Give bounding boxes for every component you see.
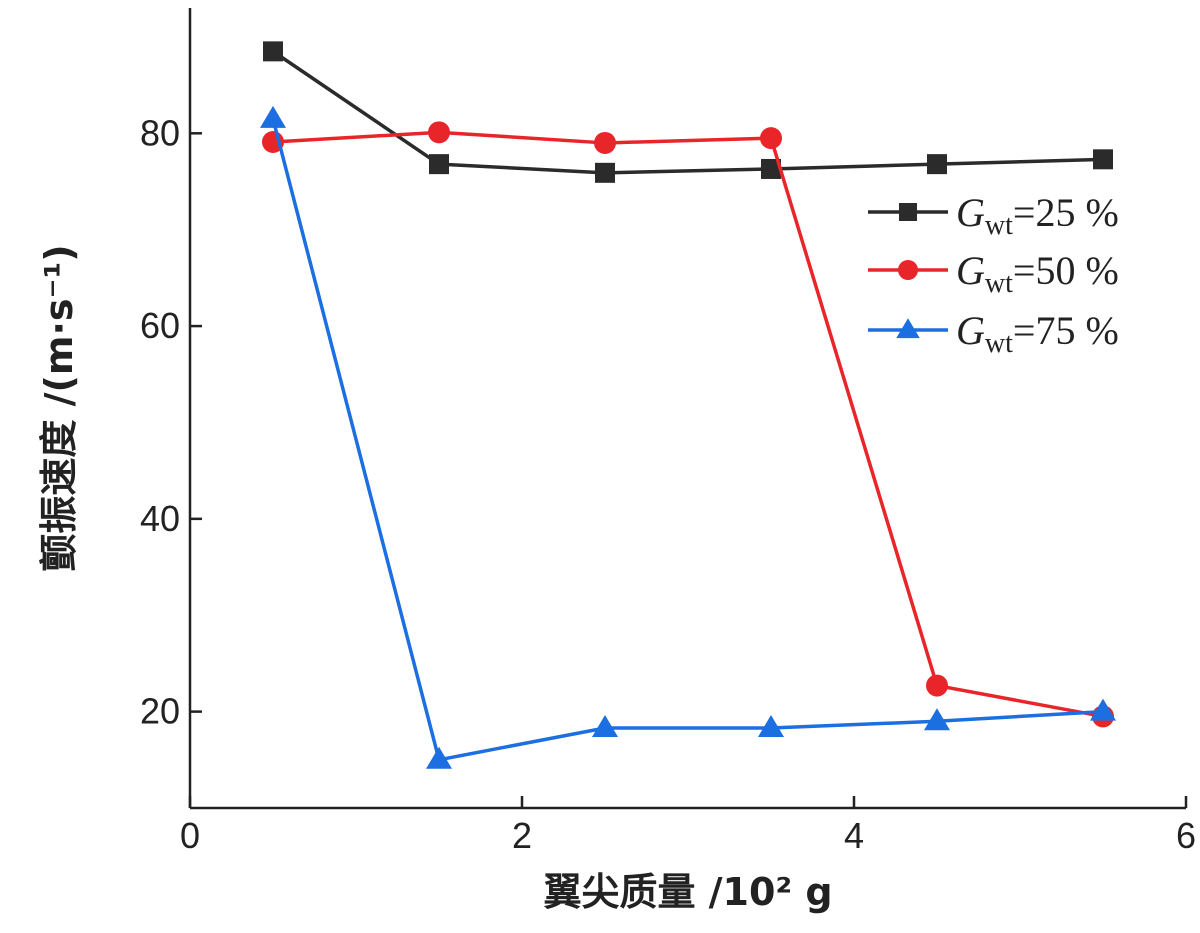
x-tick-label: 0: [180, 815, 200, 856]
legend-label: Gwt=25 %: [956, 190, 1119, 241]
legend-label: Gwt=50 %: [956, 248, 1119, 299]
x-tick-label: 4: [844, 815, 864, 856]
data-point: [1090, 698, 1116, 721]
legend-item-2: Gwt=50 %: [868, 248, 1119, 299]
y-tick-label: 40: [140, 498, 180, 539]
data-point: [595, 162, 615, 183]
legend-label: Gwt=75 %: [956, 308, 1119, 359]
x-axis-label: 翼尖质量 /10² g: [543, 870, 832, 914]
x-tick-label: 6: [1176, 815, 1196, 856]
x-ticks: 0 2 4 6: [180, 796, 1196, 856]
data-point: [1093, 149, 1113, 170]
series-line: [272, 49, 1104, 175]
y-tick-label: 20: [140, 691, 180, 732]
data-point: [896, 318, 920, 339]
data-point: [898, 260, 918, 280]
series-1: [263, 41, 1113, 183]
data-point: [924, 708, 950, 731]
data-point: [761, 158, 781, 179]
x-tick-label: 2: [512, 815, 532, 856]
series-layer: [260, 41, 1116, 769]
series-line: [271, 118, 1104, 762]
data-point: [899, 203, 917, 221]
y-axis-label: 颤振速度 /(m·s⁻¹): [37, 244, 81, 571]
data-point: [926, 674, 948, 697]
legend-item-1: Gwt=25 %: [868, 190, 1119, 241]
data-point: [592, 715, 618, 737]
data-point: [429, 154, 449, 175]
legend: Gwt=25 % Gwt=50 % Gwt=75 %: [868, 190, 1119, 359]
y-ticks: 20 40 60 80: [140, 112, 202, 732]
series-3: [260, 105, 1116, 769]
data-point: [760, 127, 782, 150]
legend-item-3: Gwt=75 %: [868, 308, 1119, 359]
data-point: [594, 131, 616, 154]
data-point: [426, 746, 452, 769]
data-point: [927, 154, 947, 175]
data-point: [758, 715, 784, 737]
data-point: [428, 121, 450, 144]
data-point: [263, 41, 283, 62]
series-line: [272, 130, 1104, 719]
y-tick-label: 80: [140, 112, 180, 153]
data-point: [260, 105, 286, 128]
y-tick-label: 60: [140, 305, 180, 346]
